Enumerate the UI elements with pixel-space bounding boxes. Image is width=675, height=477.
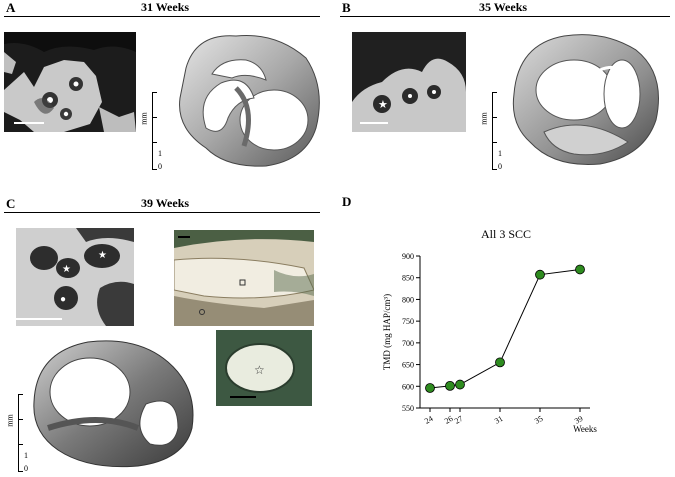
x-tick-label: 27	[453, 414, 464, 426]
panel-a-rule	[4, 16, 320, 17]
y-tick-label: 850	[402, 274, 414, 283]
panel-c-mm-axis: mm 1 0	[6, 394, 34, 473]
panel-b-ct-slice: ★	[352, 32, 466, 132]
panel-c-histology-section	[174, 230, 314, 326]
panel-b-letter: B	[342, 0, 351, 15]
panel-b-tick-1: 1	[498, 149, 502, 158]
panel-c-letter: C	[6, 196, 16, 211]
svg-text:★: ★	[378, 99, 388, 111]
panel-a-ct-slice	[4, 32, 136, 132]
x-tick-label: 26	[443, 414, 454, 426]
panel-c-ct-slice: ★ ● ★	[16, 228, 134, 326]
panel-b-mm-label: mm	[479, 112, 489, 125]
panel-a-scale-bar	[14, 122, 44, 124]
y-tick-label: 700	[402, 339, 414, 348]
tmd-chart: All 3 SCC 550 600 650 700 750 800 850 900 24 262…	[382, 227, 597, 434]
y-tick-labels: 550 600 650 700 750 800 850 900	[402, 252, 414, 413]
panel-b-title: 35 Weeks	[478, 0, 528, 14]
tmd-data-points	[425, 264, 585, 393]
panel-b-3d-canal-render	[512, 34, 659, 166]
panel-a-tick-1: 1	[158, 149, 162, 158]
x-tick-label: 39	[573, 414, 584, 426]
x-tick-label: 35	[533, 414, 544, 426]
panel-b-mm-axis: mm 1 0	[480, 92, 508, 171]
chart-title: All 3 SCC	[481, 227, 531, 241]
panel-c-rule	[4, 212, 320, 213]
panel-c-histology-inset: ☆	[216, 330, 312, 406]
y-tick-label: 900	[402, 252, 414, 261]
panel-c-ct-scale-bar	[16, 318, 62, 320]
panel-d-letter: D	[342, 194, 352, 209]
panel-b-scale-bar	[360, 122, 388, 124]
panel-a-tick-0: 0	[158, 162, 162, 171]
panel-a-mm-label: mm	[139, 112, 149, 125]
data-point	[495, 357, 505, 368]
panel-b-rule	[340, 16, 670, 17]
tmd-series-line	[429, 268, 581, 389]
panel-b-tick-0: 0	[498, 162, 502, 171]
y-tick-label: 550	[402, 404, 414, 413]
panel-a-mm-axis: mm 1 0	[140, 92, 168, 171]
panel-a-title: 31 Weeks	[140, 0, 190, 14]
panel-a-letter: A	[6, 0, 16, 15]
data-point	[535, 269, 545, 280]
svg-text:☆: ☆	[254, 363, 265, 377]
y-tick-label: 650	[402, 361, 414, 370]
panel-b-ct-image: ★	[352, 32, 466, 132]
svg-text:★: ★	[62, 264, 71, 275]
panel-c-tick-0: 0	[24, 464, 28, 473]
panel-c-mm-label: mm	[5, 414, 15, 427]
panel-c-tick-1: 1	[24, 451, 28, 460]
data-point	[445, 380, 455, 391]
panel-c-histology-image	[174, 230, 314, 326]
y-tick-label: 750	[402, 317, 414, 326]
panel-c-histology-inset-image: ☆	[216, 330, 312, 406]
x-tick-label: 31	[493, 414, 504, 426]
data-point	[425, 383, 435, 393]
svg-text:●: ●	[60, 294, 66, 305]
panel-c-ct-image: ★ ● ★	[16, 228, 134, 326]
data-point	[455, 379, 465, 390]
panel-c-3d-canal-render	[33, 340, 194, 468]
panel-c-title: 39 Weeks	[140, 196, 190, 210]
y-tick-label: 600	[402, 382, 414, 391]
chart-axes	[416, 255, 590, 412]
x-tick-label: 24	[423, 414, 434, 426]
y-axis-label: TMD (mg HAP/cm³)	[382, 294, 392, 370]
panel-a-ct-image	[4, 32, 136, 132]
y-tick-label: 800	[402, 295, 414, 304]
svg-text:★: ★	[98, 250, 107, 261]
panel-a-3d-canal-render	[179, 34, 320, 167]
x-axis-label: Weeks	[573, 424, 597, 434]
data-point	[575, 264, 585, 275]
